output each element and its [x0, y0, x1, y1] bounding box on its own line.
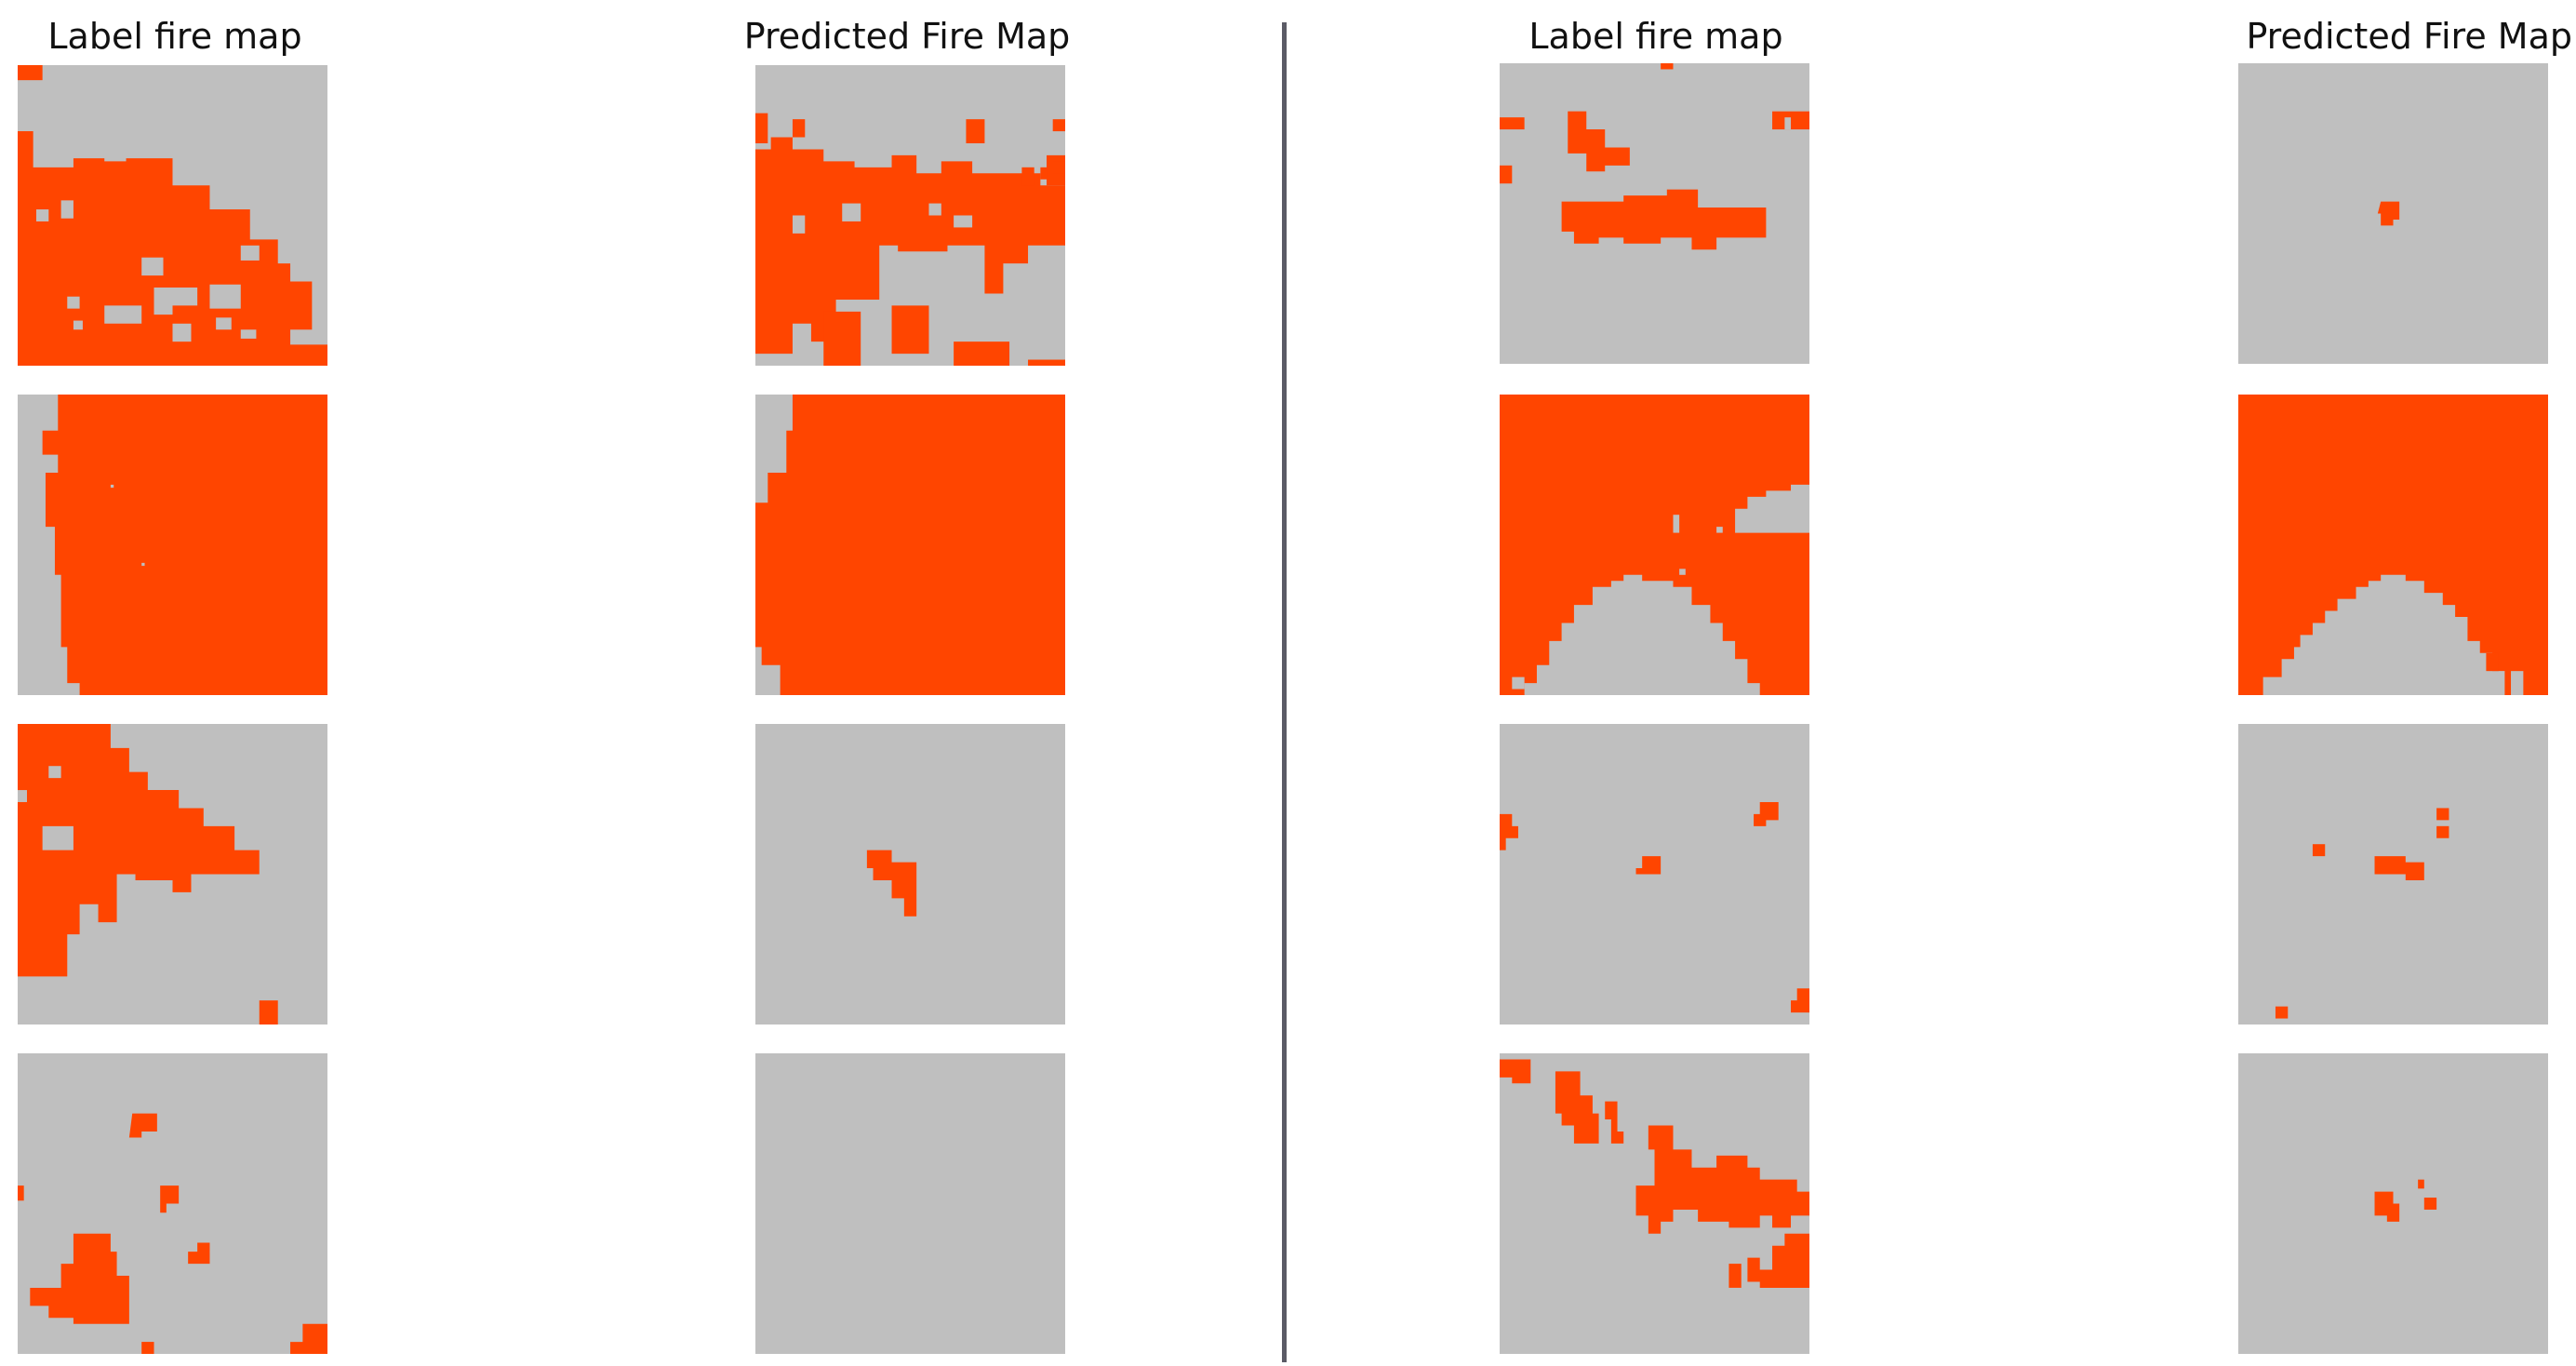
label-fire-map-left-2: [18, 395, 327, 695]
right-predicted-column-title: Predicted Fire Map: [2246, 16, 2572, 57]
label-fire-map-right-3: [1500, 724, 1809, 1024]
predicted-fire-map-left-4: [755, 1053, 1065, 1354]
label-fire-map-left-3: [18, 724, 327, 1024]
label-fire-map-right-4: [1500, 1053, 1809, 1354]
label-fire-map-right-2: [1500, 395, 1809, 695]
predicted-fire-map-left-2: [755, 395, 1065, 695]
label-fire-map-left-1: [18, 65, 327, 366]
group-divider-line: [1282, 22, 1287, 1362]
left-predicted-column-title: Predicted Fire Map: [743, 16, 1071, 57]
left-label-column-title: Label fire map: [47, 16, 302, 57]
label-fire-map-left-4: [18, 1053, 327, 1354]
label-fire-map-right-1: [1500, 63, 1809, 364]
predicted-fire-map-right-3: [2238, 724, 2548, 1024]
predicted-fire-map-right-4: [2238, 1053, 2548, 1354]
predicted-fire-map-left-1: [755, 65, 1065, 366]
predicted-fire-map-left-3: [755, 724, 1065, 1024]
predicted-fire-map-right-2: [2238, 395, 2548, 695]
predicted-fire-map-right-1: [2238, 63, 2548, 364]
right-label-column-title: Label fire map: [1528, 16, 1783, 57]
